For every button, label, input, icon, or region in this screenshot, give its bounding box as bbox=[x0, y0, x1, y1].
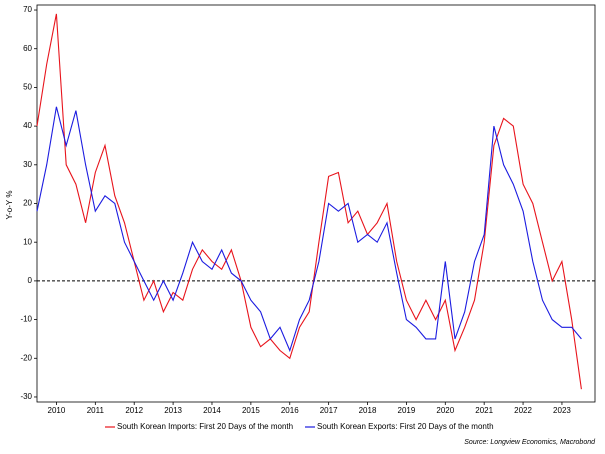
x-tick-label: 2013 bbox=[164, 406, 182, 415]
x-tick-label: 2019 bbox=[398, 406, 416, 415]
y-tick-label: 50 bbox=[23, 83, 32, 92]
plot-frame bbox=[36, 4, 596, 403]
source: Source: Longview Economics, Macrobond bbox=[464, 439, 596, 446]
x-tick-label: 2016 bbox=[281, 406, 299, 415]
x-tick-label: 2020 bbox=[436, 406, 454, 415]
y-axis-label: Y-o-Y % bbox=[5, 191, 14, 220]
x-tick-label: 2011 bbox=[87, 406, 105, 415]
y-tick-label: 30 bbox=[23, 160, 32, 169]
series-line bbox=[36, 13, 582, 390]
y-tick-label: -20 bbox=[20, 353, 32, 362]
y-tick-label: 20 bbox=[23, 199, 32, 208]
series-line bbox=[36, 106, 582, 353]
y-tick-label: 10 bbox=[23, 237, 32, 246]
legend-label: South Korean Imports: First 20 Days of t… bbox=[117, 422, 293, 431]
y-tick-label: 70 bbox=[23, 5, 32, 14]
x-tick-label: 2017 bbox=[320, 406, 338, 415]
x-tick-label: 2022 bbox=[514, 406, 532, 415]
y-tick-label: 0 bbox=[28, 276, 33, 285]
legend-label: South Korean Exports: First 20 Days of t… bbox=[317, 422, 494, 431]
y-tick-label: -30 bbox=[20, 392, 32, 401]
x-tick-label: 2015 bbox=[242, 406, 260, 415]
x-tick-label: 2018 bbox=[359, 406, 377, 415]
y-tick-label: 60 bbox=[23, 44, 32, 53]
x-tick-label: 2010 bbox=[48, 406, 66, 415]
x-tick-label: 2012 bbox=[125, 406, 143, 415]
x-tick-label: 2021 bbox=[475, 406, 493, 415]
y-tick-label: 40 bbox=[23, 121, 32, 130]
x-tick-label: 2014 bbox=[203, 406, 221, 415]
x-tick-label: 2023 bbox=[553, 406, 571, 415]
y-tick-label: -10 bbox=[20, 315, 32, 324]
